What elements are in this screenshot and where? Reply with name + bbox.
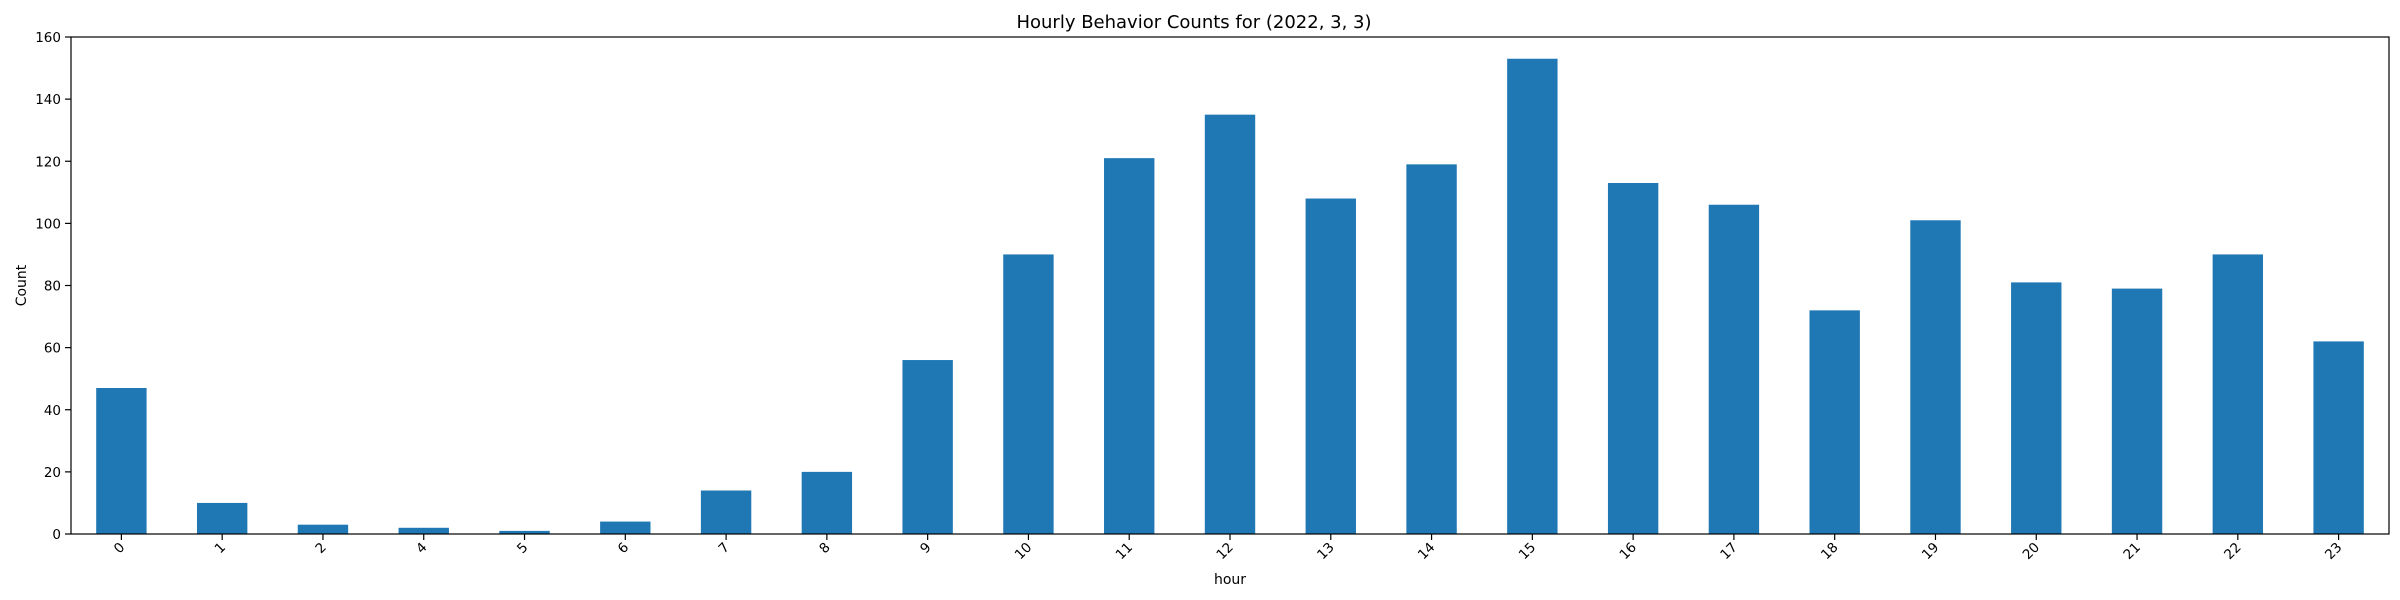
bar-hour-11 <box>1104 158 1155 535</box>
x-tick-label: 20 <box>2020 540 2043 563</box>
x-tick-label: 15 <box>1516 540 1539 563</box>
y-tick-label: 80 <box>44 279 61 295</box>
y-axis-label: Count <box>14 264 30 306</box>
x-tick-label: 16 <box>1616 540 1639 563</box>
x-tick-label: 21 <box>2120 540 2143 563</box>
x-tick-label: 14 <box>1415 540 1438 563</box>
bar-hour-4 <box>398 527 449 534</box>
bar-hour-17 <box>1708 204 1760 535</box>
y-tick-label: 140 <box>35 92 61 108</box>
x-tick-label: 11 <box>1113 540 1136 563</box>
bar-hour-0 <box>96 388 147 534</box>
x-tick-label: 18 <box>1818 540 1841 563</box>
bar-hour-12 <box>1204 114 1256 534</box>
y-tick-label: 20 <box>44 465 61 481</box>
x-tick-label: 12 <box>1213 540 1236 563</box>
x-tick-label: 0 <box>111 540 128 557</box>
bar-hour-5 <box>499 530 550 534</box>
x-tick-label: 1 <box>212 540 229 557</box>
bar-hour-2 <box>297 524 349 534</box>
x-tick-label: 9 <box>917 540 934 557</box>
bar-hour-8 <box>801 471 853 534</box>
y-tick-label: 120 <box>35 154 61 170</box>
x-tick-label: 7 <box>716 540 733 557</box>
bar-hour-7 <box>700 490 752 534</box>
plot-frame <box>70 36 2390 535</box>
y-tick-label: 0 <box>52 527 61 543</box>
bar-hour-20 <box>2011 282 2062 534</box>
x-tick-label: 22 <box>2221 540 2244 563</box>
bar-hour-14 <box>1406 164 1457 534</box>
bar-hour-9 <box>902 360 953 534</box>
x-tick-label: 6 <box>615 540 632 557</box>
x-tick-label: 5 <box>514 540 531 557</box>
x-tick-label: 2 <box>312 540 329 557</box>
bar-hour-1 <box>196 502 248 534</box>
x-tick-label: 23 <box>2322 540 2345 563</box>
bar-hour-19 <box>1910 220 1961 535</box>
chart-title: Hourly Behavior Counts for (2022, 3, 3) <box>1016 12 1371 33</box>
y-axis-ticks: 0 20 40 60 80 100 120 140 160 <box>35 30 71 543</box>
y-tick-label: 60 <box>44 341 61 357</box>
y-tick-label: 40 <box>44 403 61 419</box>
bar-hour-21 <box>2111 288 2163 534</box>
y-tick-label: 160 <box>35 30 61 46</box>
bar-hour-13 <box>1305 198 1356 534</box>
bar-hour-10 <box>1003 254 1054 534</box>
x-tick-label: 13 <box>1314 540 1337 563</box>
x-tick-label: 8 <box>816 540 833 557</box>
plot-area: 0 1 2 4 5 6 7 8 9 10 11 12 13 14 15 16 17 18 19 20 21 22 23 02… <box>35 30 2390 563</box>
x-tick-label: 4 <box>413 540 430 557</box>
bars-group <box>96 58 2364 535</box>
bar-hour-16 <box>1607 182 1659 534</box>
bar-hour-22 <box>2212 254 2264 534</box>
x-tick-label: 10 <box>1012 540 1035 563</box>
x-axis-ticks: 0 1 2 4 5 6 7 8 9 10 11 12 13 14 15 16 17 18 19 20 21 22 23 <box>111 534 2345 563</box>
bar-hour-6 <box>600 521 651 534</box>
x-axis-label: hour <box>1214 572 1246 588</box>
x-tick-label: 17 <box>1717 540 1740 563</box>
bar-hour-15 <box>1507 58 1558 535</box>
y-tick-label: 100 <box>35 216 61 232</box>
x-tick-label: 19 <box>1919 540 1942 563</box>
bar-hour-23 <box>2313 341 2364 534</box>
bar-hour-18 <box>1809 310 1860 534</box>
